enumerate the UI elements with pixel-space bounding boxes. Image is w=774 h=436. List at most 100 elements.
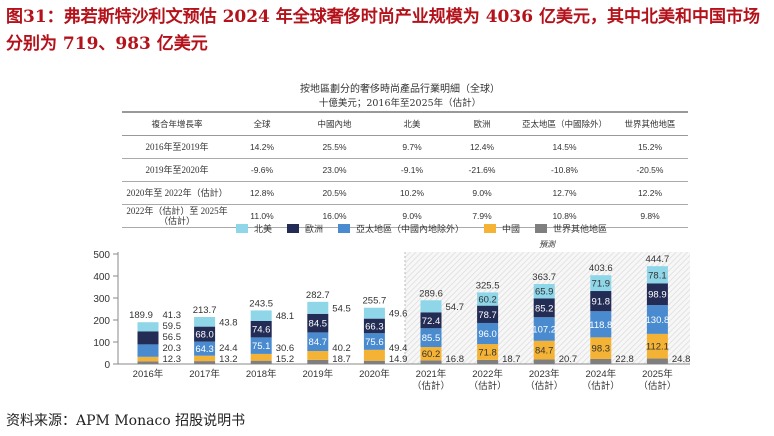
data-label: 64.3 bbox=[195, 344, 214, 355]
bar-segment bbox=[420, 312, 442, 329]
data-label: 16.8 bbox=[446, 354, 465, 365]
data-label: 49.4 bbox=[389, 343, 408, 354]
table-cell: 9.8% bbox=[612, 204, 688, 228]
table-cell: -20.5% bbox=[612, 158, 688, 182]
table-header: 世界其他地區 bbox=[612, 111, 688, 136]
x-tick-label: 2023年 bbox=[529, 368, 560, 380]
figure-title: 图31：弗若斯特沙利文预估 2024 年全球奢侈时尚产业规模为 4036 亿美元… bbox=[6, 7, 760, 54]
table-cell: 2016年至2019年 bbox=[122, 135, 232, 159]
table-header: 亞太地區（中國除外） bbox=[517, 111, 612, 136]
table-cell: 11.0% bbox=[232, 204, 292, 228]
bar-segment bbox=[477, 322, 499, 345]
legend-label: 北美 bbox=[254, 223, 272, 235]
bar-segment bbox=[194, 355, 216, 362]
table-cell: 2019年至2020年 bbox=[122, 158, 232, 182]
table-row: 2016年至2019年 14.2% 25.5% 9.7% 12.4% 14.5% 15.2% bbox=[122, 135, 688, 159]
table-cell: -10.8% bbox=[517, 158, 612, 182]
table-cell: 15.2% bbox=[612, 135, 688, 159]
data-label: 13.2 bbox=[219, 354, 238, 365]
bar-segment bbox=[137, 344, 159, 357]
legend-swatch bbox=[535, 224, 547, 233]
data-label: 15.2 bbox=[276, 354, 295, 365]
table-cell: 14.2% bbox=[232, 135, 292, 159]
data-label: 60.2 bbox=[478, 295, 497, 306]
total-label: 213.7 bbox=[193, 305, 217, 316]
total-label: 282.7 bbox=[306, 290, 330, 301]
data-label: 71.9 bbox=[592, 279, 611, 290]
bar-segment bbox=[363, 360, 385, 364]
data-label: 112.1 bbox=[646, 342, 669, 353]
bar-segment bbox=[307, 332, 329, 352]
data-label: 22.8 bbox=[615, 354, 634, 365]
bar-segment bbox=[363, 333, 385, 350]
total-label: 444.7 bbox=[646, 254, 670, 265]
total-label: 243.5 bbox=[249, 298, 273, 309]
data-label: 78.7 bbox=[478, 310, 497, 321]
data-label: 85.5 bbox=[422, 333, 441, 344]
bar-segment bbox=[137, 331, 159, 345]
x-tick-label: 2024年 bbox=[585, 368, 616, 380]
data-label: 118.8 bbox=[589, 320, 612, 331]
data-label: 60.2 bbox=[422, 349, 441, 360]
table-cell: 20.5% bbox=[292, 181, 377, 205]
x-tick-label: 2021年 bbox=[416, 368, 447, 380]
table-cell: 16.0% bbox=[292, 204, 377, 228]
table-cell: 23.0% bbox=[292, 158, 377, 182]
bar-segment bbox=[250, 320, 272, 338]
table-header: 北美 bbox=[377, 111, 447, 136]
table-cell: -9.6% bbox=[232, 158, 292, 182]
bar-segment bbox=[590, 311, 612, 338]
table-cell: 12.2% bbox=[612, 181, 688, 205]
bar-segment bbox=[194, 316, 216, 327]
data-label: 43.8 bbox=[219, 317, 238, 328]
table-cell: 12.8% bbox=[232, 181, 292, 205]
data-label: 54.5 bbox=[332, 303, 351, 314]
table-row: 2020年至 2022年（估計） 12.8% 20.5% 10.2% 9.0% 12.7%… bbox=[122, 181, 688, 205]
data-label: 65.9 bbox=[535, 287, 554, 298]
y-tick-label: 100 bbox=[93, 338, 110, 349]
source-note: 资料来源：APM Monaco 招股说明书 bbox=[6, 413, 246, 429]
x-tick-label: 2017年 bbox=[189, 368, 220, 380]
forecast-label: 預測 bbox=[539, 240, 557, 249]
bar-segment bbox=[420, 328, 442, 348]
x-tick-sublabel: （估計） bbox=[638, 380, 676, 392]
data-label: 74.6 bbox=[252, 325, 271, 336]
data-label: 41.3 bbox=[163, 310, 182, 321]
table-cell: 9.0% bbox=[377, 204, 447, 228]
table-header: 複合年增長率 bbox=[122, 111, 232, 136]
x-tick-label: 2016年 bbox=[133, 368, 164, 380]
legend-swatch bbox=[287, 224, 299, 233]
legend-label: 亞太地區（中國內地除外） bbox=[356, 223, 464, 235]
bar-segment bbox=[646, 358, 668, 364]
table-title: 按地區劃分的奢侈時尚產品行業明細（全球） bbox=[300, 84, 500, 95]
table-header: 中國內地 bbox=[292, 111, 377, 136]
bar-segment bbox=[307, 301, 329, 314]
bar-segment bbox=[250, 310, 272, 321]
legend-swatch bbox=[338, 224, 350, 233]
data-label: 71.8 bbox=[478, 347, 497, 358]
table-cell: 10.8% bbox=[517, 204, 612, 228]
bar-segment bbox=[250, 337, 272, 354]
data-label: 84.7 bbox=[309, 337, 328, 348]
data-label: 75.1 bbox=[252, 341, 271, 352]
bar-segment bbox=[307, 313, 329, 333]
table-cell: 7.9% bbox=[447, 204, 517, 228]
bar-segment bbox=[533, 283, 555, 299]
x-tick-sublabel: （估計） bbox=[525, 380, 563, 392]
bar-segment bbox=[137, 322, 159, 332]
table-cell: 2020年至 2022年（估計） bbox=[122, 181, 232, 205]
data-label: 107.2 bbox=[532, 325, 556, 336]
bar-segment bbox=[590, 337, 612, 359]
data-label: 130.8 bbox=[646, 315, 670, 326]
bar-segment bbox=[533, 317, 555, 341]
bar-segment bbox=[590, 358, 612, 364]
table-cell: -21.6% bbox=[447, 158, 517, 182]
bar-segment bbox=[533, 340, 555, 360]
table-cell: 12.4% bbox=[447, 135, 517, 159]
data-label: 12.3 bbox=[163, 354, 182, 365]
data-label: 84.5 bbox=[309, 319, 328, 330]
bar-segment bbox=[477, 344, 499, 360]
data-label: 18.7 bbox=[332, 354, 351, 365]
table-cell: 9.0% bbox=[447, 181, 517, 205]
